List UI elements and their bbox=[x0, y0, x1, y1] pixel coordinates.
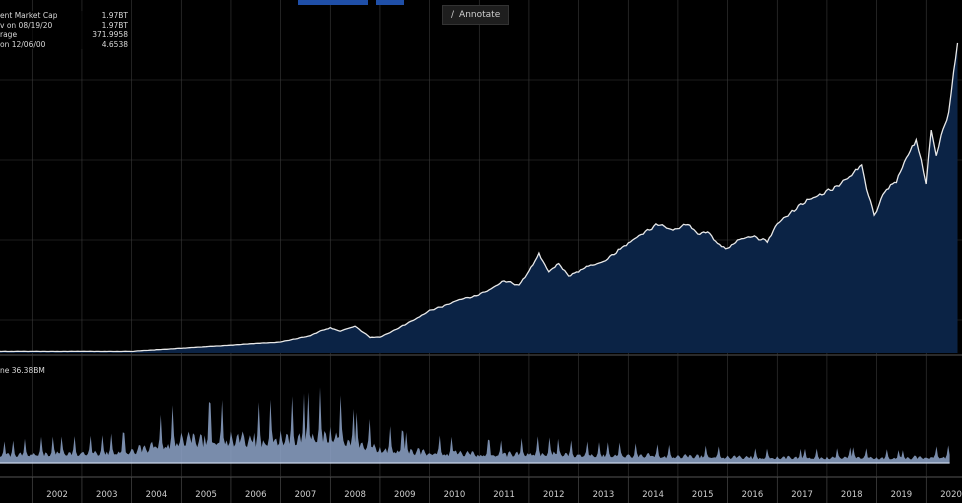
price-legend: ent Market Cap 1.97BT v on 08/19/20 1.97… bbox=[0, 11, 128, 50]
legend-label: ent Market Cap bbox=[0, 11, 58, 20]
volume-legend: ne 36.38BM bbox=[0, 366, 45, 375]
volume-area-fill bbox=[0, 387, 950, 463]
x-tick-label: 2012 bbox=[543, 490, 565, 500]
toolbar-tab[interactable] bbox=[376, 0, 404, 5]
x-tick-label: 2013 bbox=[593, 490, 615, 500]
x-tick-label: 2017 bbox=[791, 490, 813, 500]
x-tick-label: 2006 bbox=[245, 490, 267, 500]
legend-value: 1.97BT bbox=[101, 11, 128, 20]
legend-value: 4.6538 bbox=[101, 39, 128, 49]
x-tick-label: 2020 bbox=[940, 490, 962, 500]
x-tick-label: 2016 bbox=[742, 490, 764, 500]
x-tick-label: 2005 bbox=[195, 490, 217, 500]
annotate-label: Annotate bbox=[459, 10, 501, 20]
x-tick-label: 2011 bbox=[493, 490, 515, 500]
legend-label: rage bbox=[0, 30, 18, 40]
x-tick-label: 2004 bbox=[146, 490, 168, 500]
x-tick-label: 2007 bbox=[295, 490, 317, 500]
price-line bbox=[0, 42, 959, 353]
volume-area bbox=[0, 387, 950, 464]
x-tick-label: 2015 bbox=[692, 490, 714, 500]
legend-row: v on 08/19/20 1.97BT bbox=[0, 21, 128, 31]
legend-row: ent Market Cap 1.97BT bbox=[0, 11, 128, 21]
price-area-fill bbox=[0, 42, 958, 353]
legend-value: 371.9958 bbox=[92, 30, 128, 40]
x-tick-label: 2009 bbox=[394, 490, 416, 500]
annotate-button[interactable]: ∕ Annotate bbox=[442, 5, 510, 25]
x-tick-label: 2010 bbox=[444, 490, 466, 500]
x-axis: 2002 2003 2004 2005 2006 2007 2008 2009 2010 2011… bbox=[31, 477, 962, 503]
legend-row: rage 371.9958 bbox=[0, 30, 128, 40]
x-tick-label: 2018 bbox=[841, 490, 863, 500]
x-tick-label: 2008 bbox=[344, 490, 366, 500]
legend-value: 1.97BT bbox=[101, 20, 128, 30]
legend-label: on 12/06/00 bbox=[0, 39, 46, 49]
x-tick-label: 2003 bbox=[96, 490, 118, 500]
pencil-icon: ∕ bbox=[451, 10, 455, 20]
x-tick-label: 2019 bbox=[891, 490, 913, 500]
x-tick-label: 2002 bbox=[46, 490, 68, 500]
toolbar-tab-active[interactable] bbox=[298, 0, 368, 5]
legend-row: on 12/06/00 4.6538 bbox=[0, 40, 128, 50]
legend-label: v on 08/19/20 bbox=[0, 20, 53, 30]
x-tick-label: 2014 bbox=[642, 490, 664, 500]
price-area bbox=[0, 42, 959, 353]
